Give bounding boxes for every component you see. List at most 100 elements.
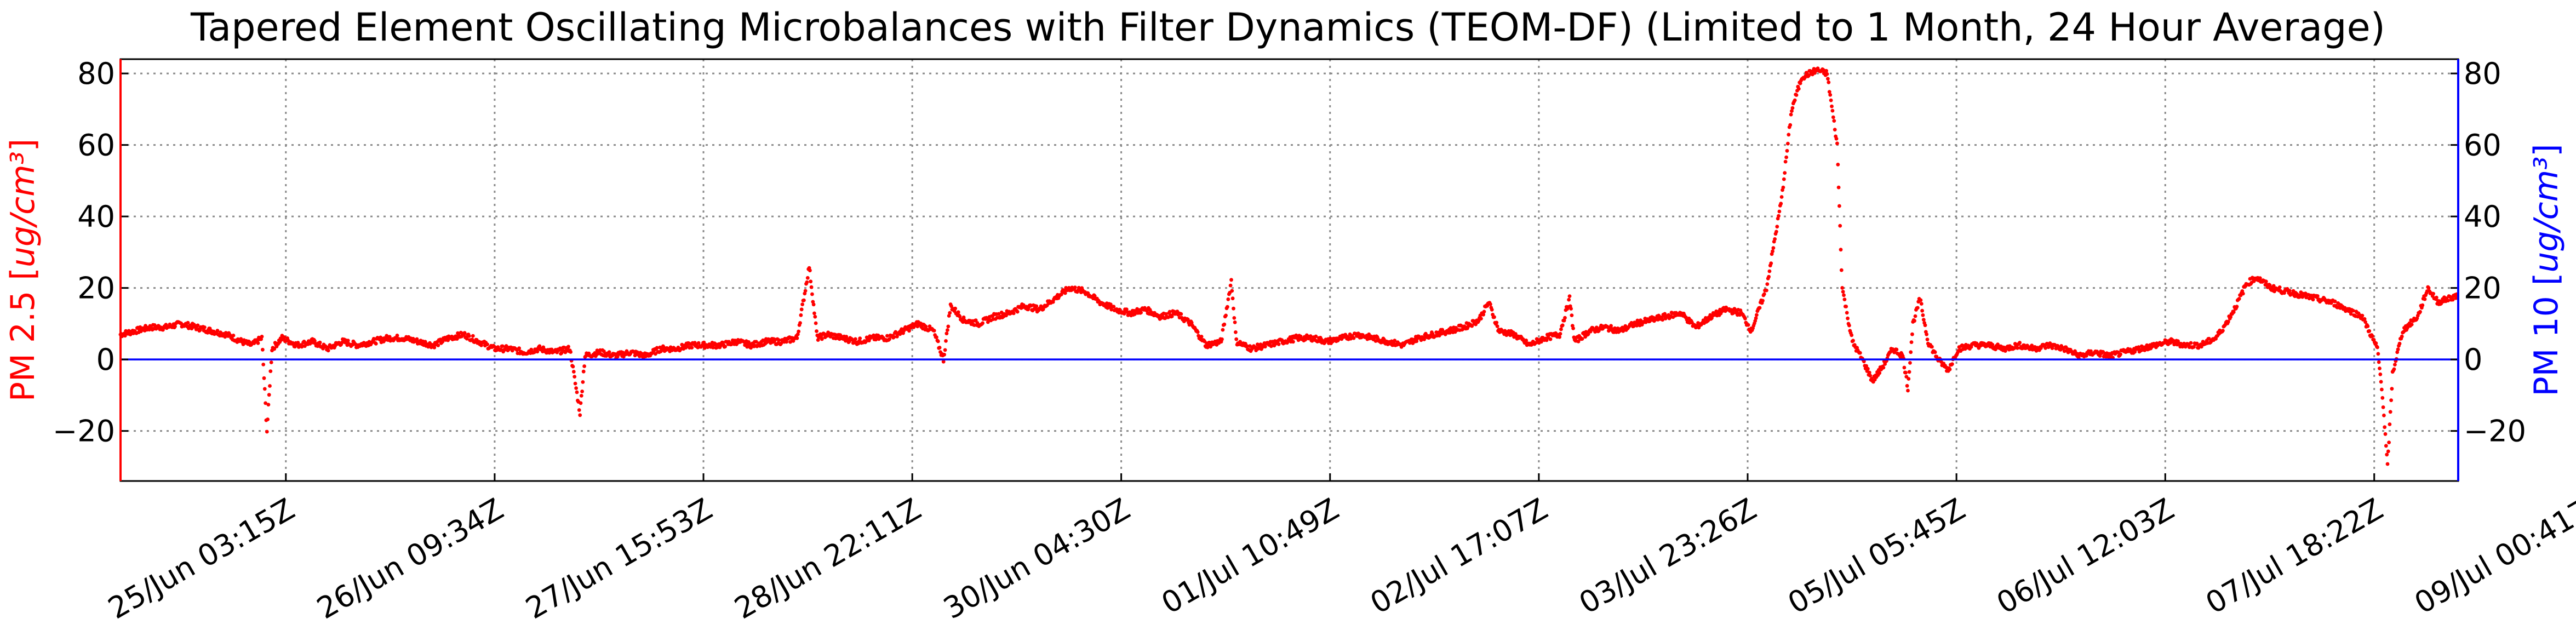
pm25-point bbox=[1220, 337, 1224, 341]
pm25-point bbox=[569, 350, 573, 354]
pm25-point bbox=[895, 334, 899, 339]
pm25-point bbox=[2393, 363, 2397, 366]
pm25-point bbox=[1842, 293, 1846, 297]
pm25-point bbox=[943, 348, 947, 352]
pm25-point bbox=[1835, 141, 1839, 146]
pm25-point bbox=[1167, 310, 1172, 314]
pm25-point bbox=[1767, 269, 1772, 273]
pm25-point bbox=[2333, 299, 2337, 303]
pm25-point bbox=[1925, 337, 1930, 341]
pm25-point bbox=[1836, 163, 1840, 167]
pm25-point bbox=[690, 346, 694, 350]
pm25-point bbox=[2360, 313, 2365, 318]
pm25-point bbox=[1567, 297, 1571, 302]
pm25-point bbox=[1731, 311, 1735, 316]
pm25-point bbox=[1902, 365, 1907, 370]
pm25-point bbox=[2349, 312, 2353, 316]
pm25-point bbox=[1790, 109, 1794, 113]
pm25-point bbox=[205, 330, 210, 335]
pm25-point bbox=[1221, 328, 1225, 332]
pm25-point bbox=[813, 314, 817, 319]
pm25-point bbox=[1195, 330, 1200, 334]
pm25-point bbox=[1826, 77, 1830, 81]
pm25-point bbox=[1925, 332, 1929, 336]
y-tick-label-left: 60 bbox=[77, 128, 115, 163]
pm25-point bbox=[797, 329, 801, 334]
pm25-point bbox=[1769, 261, 1773, 266]
pm25-point bbox=[1308, 334, 1313, 338]
pm25-point bbox=[1263, 345, 1267, 349]
pm25-point bbox=[1234, 330, 1238, 334]
pm25-point bbox=[1841, 290, 1845, 294]
pm25-point bbox=[898, 332, 902, 336]
pm25-point bbox=[1919, 298, 1923, 302]
pm25-point bbox=[702, 340, 706, 345]
pm25-point bbox=[1393, 339, 1397, 343]
pm25-point bbox=[1834, 136, 1839, 141]
pm25-point bbox=[1771, 249, 1774, 254]
pm25-point bbox=[1930, 345, 1934, 349]
pm25-point bbox=[777, 338, 781, 342]
pm25-point bbox=[467, 334, 471, 338]
y-tick-label-right: −20 bbox=[2464, 414, 2526, 449]
pm25-point bbox=[395, 334, 399, 337]
pm25-point bbox=[465, 336, 469, 341]
pm25-point bbox=[944, 331, 949, 336]
pm25-point bbox=[1228, 283, 1233, 288]
pm25-point bbox=[946, 324, 951, 329]
pm25-point bbox=[2378, 372, 2383, 376]
pm25-point bbox=[266, 417, 270, 421]
pm25-point bbox=[1291, 340, 1295, 344]
x-tick-label: 01/Jul 10:49Z bbox=[1155, 491, 1344, 620]
pm25-point bbox=[956, 310, 960, 314]
pm25-point bbox=[858, 336, 862, 340]
pm25-point bbox=[795, 332, 800, 336]
pm25-point bbox=[2395, 350, 2400, 354]
pm25-point bbox=[2370, 334, 2374, 338]
pm25-point bbox=[815, 329, 818, 333]
pm25-point bbox=[1222, 322, 1227, 327]
pm25-point bbox=[1479, 317, 1483, 320]
pm25-point bbox=[260, 335, 264, 339]
pm25-point bbox=[198, 328, 202, 332]
pm25-point bbox=[269, 360, 273, 364]
pm25-point bbox=[1567, 294, 1572, 298]
pm25-point bbox=[1915, 306, 1920, 310]
pm25-point bbox=[2268, 283, 2272, 288]
pm25-point bbox=[1773, 237, 1777, 241]
pm25-point bbox=[932, 329, 936, 333]
pm25-point bbox=[2207, 336, 2211, 341]
pm25-point bbox=[937, 346, 942, 350]
x-tick-label: 26/Jun 09:34Z bbox=[311, 491, 510, 626]
x-tick-label: 06/Jul 12:03Z bbox=[1991, 491, 2180, 620]
pm25-point bbox=[2431, 291, 2435, 296]
pm25-point bbox=[231, 334, 236, 337]
pm25-point bbox=[1784, 155, 1789, 159]
pm25-point bbox=[1777, 209, 1782, 214]
pm25-point bbox=[1352, 336, 1356, 340]
x-tick-label: 07/Jul 18:22Z bbox=[2200, 491, 2389, 620]
pm25-point bbox=[2022, 343, 2027, 347]
x-tick-label: 09/Jul 00:41Z bbox=[2408, 491, 2576, 620]
pm25-point bbox=[2383, 432, 2388, 436]
pm25-point bbox=[1783, 171, 1787, 175]
pm25-point bbox=[579, 401, 583, 405]
pm25-point bbox=[2016, 346, 2019, 350]
pm25-point bbox=[2387, 440, 2391, 444]
pm25-point bbox=[1785, 148, 1789, 153]
pm25-point bbox=[1245, 344, 1249, 348]
pm25-point bbox=[711, 345, 715, 350]
pm25-point bbox=[1867, 370, 1871, 375]
pm25-point bbox=[885, 334, 889, 338]
pm25-point bbox=[571, 364, 575, 369]
pm25-point bbox=[2390, 387, 2394, 391]
pm25-point bbox=[471, 334, 475, 338]
pm25-point bbox=[924, 324, 928, 329]
pm25-point bbox=[805, 280, 809, 284]
pm25-point bbox=[1913, 319, 1916, 323]
pm25-point bbox=[2366, 324, 2370, 328]
pm25-point bbox=[446, 338, 450, 342]
y-tick-label-right: 80 bbox=[2464, 56, 2501, 91]
pm25-point bbox=[1788, 123, 1793, 127]
pm25-point bbox=[798, 321, 802, 325]
